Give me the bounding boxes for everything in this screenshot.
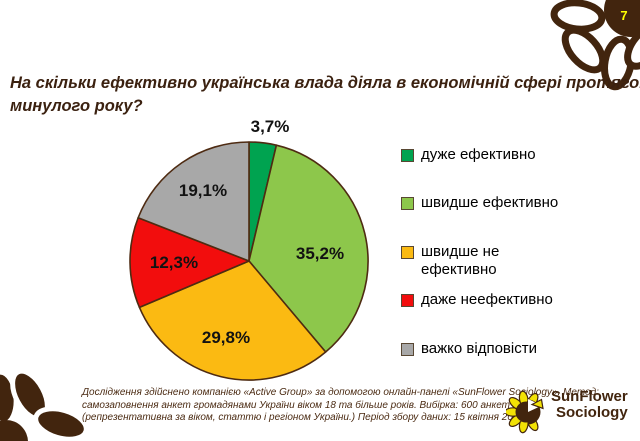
legend-label: швидше ефективно <box>421 194 559 211</box>
pie-slice-value-label-4: 19,1% <box>178 181 228 200</box>
pie-slice-2 <box>138 260 327 381</box>
legend-swatch-icon <box>401 343 414 356</box>
legend-label: швидше не ефективно <box>421 243 500 278</box>
pie-slice-4 <box>137 141 250 262</box>
legend-item-4: важко відповісти <box>401 340 566 358</box>
legend-swatch-icon <box>401 149 414 162</box>
slide-title-line-1: На скільки ефективно українська влада ді… <box>10 74 640 92</box>
footnote-line-2: самозаповнення анкет громадянами України… <box>82 399 511 411</box>
legend-label: дуже ефективно <box>421 146 536 163</box>
slide-title-line-2: минулого року? <box>10 97 143 115</box>
legend-item-2: швидше не ефективно <box>401 243 566 279</box>
legend-swatch-icon <box>401 294 414 307</box>
page-number: 7 <box>620 8 628 23</box>
slide-title: На скільки ефективно українська влада ді… <box>10 72 640 118</box>
corner-flower-top-right-icon <box>550 0 640 91</box>
legend-swatch-icon <box>401 197 414 210</box>
legend-item-1: швидше ефективно <box>401 194 566 212</box>
pie-slice-0 <box>248 141 278 262</box>
pie-slice-value-label-3: 12,3% <box>149 253 199 272</box>
logo-line-1: SunFlower <box>551 388 628 405</box>
legend-item-0: дуже ефективно <box>401 146 566 164</box>
pie-slice-value-label-1: 35,2% <box>295 244 345 263</box>
footnote-line-3: (репрезентативна за віком, статтю і регі… <box>82 412 536 424</box>
legend-item-3: даже неефективно <box>401 291 566 309</box>
corner-flower-bottom-left-icon <box>0 368 89 441</box>
legend-label: даже неефективно <box>421 291 553 308</box>
logo-text: SunFlower Sociology <box>551 389 628 420</box>
pie-slice-value-label-0: 3,7% <box>250 117 290 136</box>
pie-slice-value-label-2: 29,8% <box>201 328 251 347</box>
legend-swatch-icon <box>401 246 414 259</box>
footnote-line-1: Дослідження здійснено компанією «Active … <box>82 387 599 398</box>
footnote: Дослідження здійснено компанією «Active … <box>82 387 599 425</box>
sunflower-logo-icon <box>506 390 544 434</box>
legend-label: важко відповісти <box>421 340 537 357</box>
logo-line-2: Sociology <box>556 403 628 421</box>
